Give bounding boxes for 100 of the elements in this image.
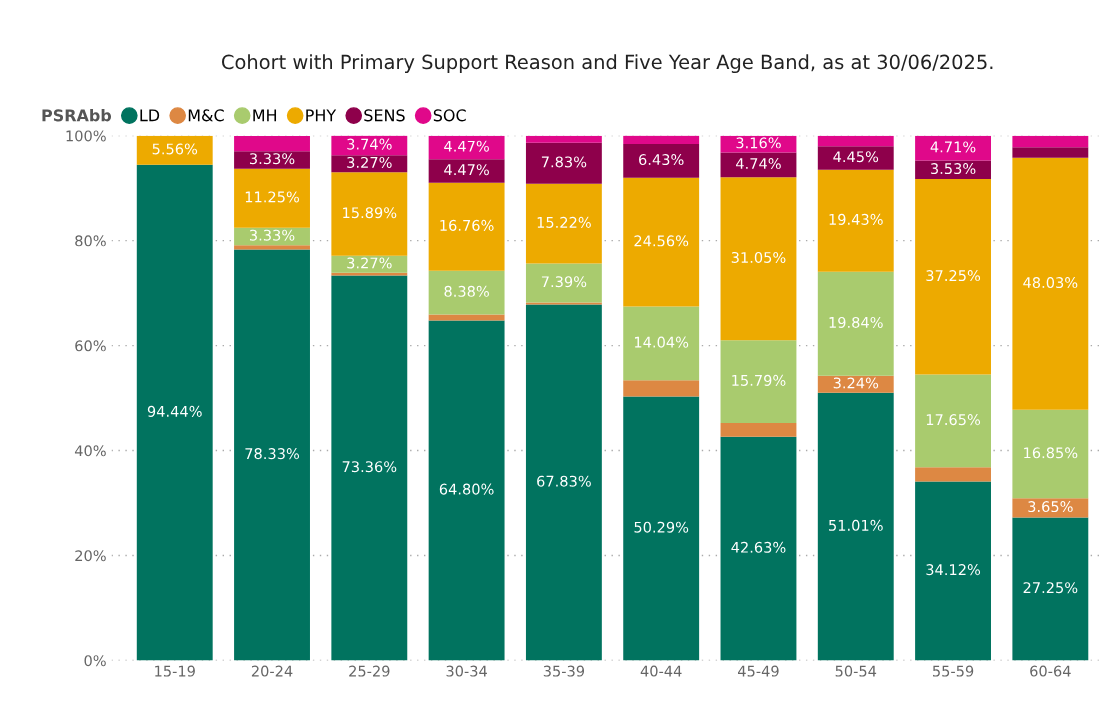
data-label: 64.80% <box>439 483 494 495</box>
x-tick-label: 55-59 <box>932 665 974 677</box>
x-tick-label: 60-64 <box>1030 665 1071 677</box>
y-tick-label: 60% <box>75 340 106 352</box>
bar <box>1012 157 1089 410</box>
data-label: 15.89% <box>343 207 397 219</box>
x-tick-label: 30-34 <box>446 665 487 677</box>
x-tick-label: 50-54 <box>835 665 877 677</box>
data-label: 3.53% <box>931 163 976 175</box>
data-label: 37.25% <box>926 270 981 282</box>
x-tick-label: 15-19 <box>155 665 195 677</box>
data-label: 3.65% <box>1028 501 1073 513</box>
bar <box>331 172 408 256</box>
bar <box>234 168 310 228</box>
bar <box>720 340 797 424</box>
bar <box>1012 498 1089 518</box>
data-label: 31.05% <box>731 251 786 263</box>
bar <box>234 135 310 152</box>
x-tick-label: 45-49 <box>738 665 779 677</box>
x-tick-label: 40-44 <box>640 665 682 677</box>
data-label: 4.47% <box>444 164 489 176</box>
data-label: 6.43% <box>639 154 684 166</box>
data-label: 7.39% <box>541 276 587 288</box>
legend-label: M&C <box>188 109 224 122</box>
data-label: 78.33% <box>245 448 300 460</box>
data-label: 7.83% <box>541 156 587 168</box>
data-label: 73.36% <box>342 461 397 473</box>
bar <box>428 270 505 315</box>
legend-label: PHY <box>306 109 337 122</box>
bar <box>234 249 310 661</box>
data-label: 16.85% <box>1024 447 1078 459</box>
x-tick-label: 35-39 <box>543 665 585 677</box>
y-tick-label: 100% <box>66 130 106 142</box>
bar <box>623 380 700 397</box>
bar <box>720 177 797 341</box>
bar <box>428 320 505 661</box>
data-label: 3.33% <box>249 153 295 165</box>
bar <box>915 467 991 482</box>
bar <box>331 135 408 156</box>
data-label: 3.27% <box>347 156 392 168</box>
y-tick-label: 80% <box>75 235 106 247</box>
bar <box>525 142 602 184</box>
data-label: 19.84% <box>829 316 883 328</box>
data-label: 3.74% <box>347 138 392 150</box>
data-label: 3.16% <box>736 137 781 149</box>
bar <box>525 135 602 143</box>
bar <box>720 436 797 661</box>
data-label: 24.56% <box>634 235 689 247</box>
bar <box>331 155 408 173</box>
data-label: 27.25% <box>1023 582 1078 594</box>
x-tick-label: 25-29 <box>349 665 390 677</box>
y-tick-label: 20% <box>75 550 106 562</box>
data-label: 3.27% <box>347 257 392 269</box>
bar <box>915 481 991 661</box>
bar <box>428 135 505 160</box>
data-label: 34.12% <box>926 564 981 576</box>
bar <box>623 177 700 307</box>
bar <box>136 135 213 165</box>
bar <box>234 245 310 250</box>
legend-label: SOC <box>433 109 466 122</box>
bar <box>817 375 894 393</box>
data-label: 15.22% <box>537 216 591 228</box>
bar <box>915 374 991 468</box>
data-label: 8.38% <box>444 285 489 297</box>
bar <box>817 169 894 272</box>
x-tick-label: 20-24 <box>251 665 293 677</box>
bar <box>915 179 991 375</box>
data-label: 19.43% <box>829 213 883 225</box>
bar <box>428 159 505 183</box>
data-label: 94.44% <box>147 405 202 417</box>
bar <box>623 396 700 661</box>
data-label: 14.04% <box>634 336 689 348</box>
data-label: 3.24% <box>833 377 879 389</box>
bar <box>525 183 602 264</box>
legend-title: PSRAbb <box>42 109 112 122</box>
bar <box>525 302 602 305</box>
data-label: 4.45% <box>833 151 879 163</box>
data-label: 51.01% <box>829 519 883 531</box>
bar <box>428 182 505 271</box>
bar <box>817 146 894 170</box>
data-label: 4.74% <box>736 158 781 170</box>
bar <box>525 263 602 303</box>
bar <box>1012 409 1089 499</box>
bar <box>136 164 213 661</box>
data-label: 67.83% <box>537 475 591 487</box>
data-label: 48.03% <box>1023 277 1078 289</box>
bar <box>623 306 700 381</box>
bar <box>817 135 894 147</box>
data-label: 17.65% <box>926 414 981 426</box>
bar <box>331 275 408 661</box>
bar <box>525 304 602 661</box>
bar <box>234 151 310 169</box>
data-label: 3.33% <box>249 229 295 241</box>
data-label: 4.71% <box>930 141 976 153</box>
chart-title: Cohort with Primary Support Reason and Five Year Age Band, as at 30/06/2025. <box>221 54 993 74</box>
bar <box>1012 517 1089 661</box>
data-label: 15.79% <box>732 374 786 386</box>
data-label: 50.29% <box>634 521 689 533</box>
y-tick-label: 0% <box>84 655 106 667</box>
bar <box>720 152 797 178</box>
